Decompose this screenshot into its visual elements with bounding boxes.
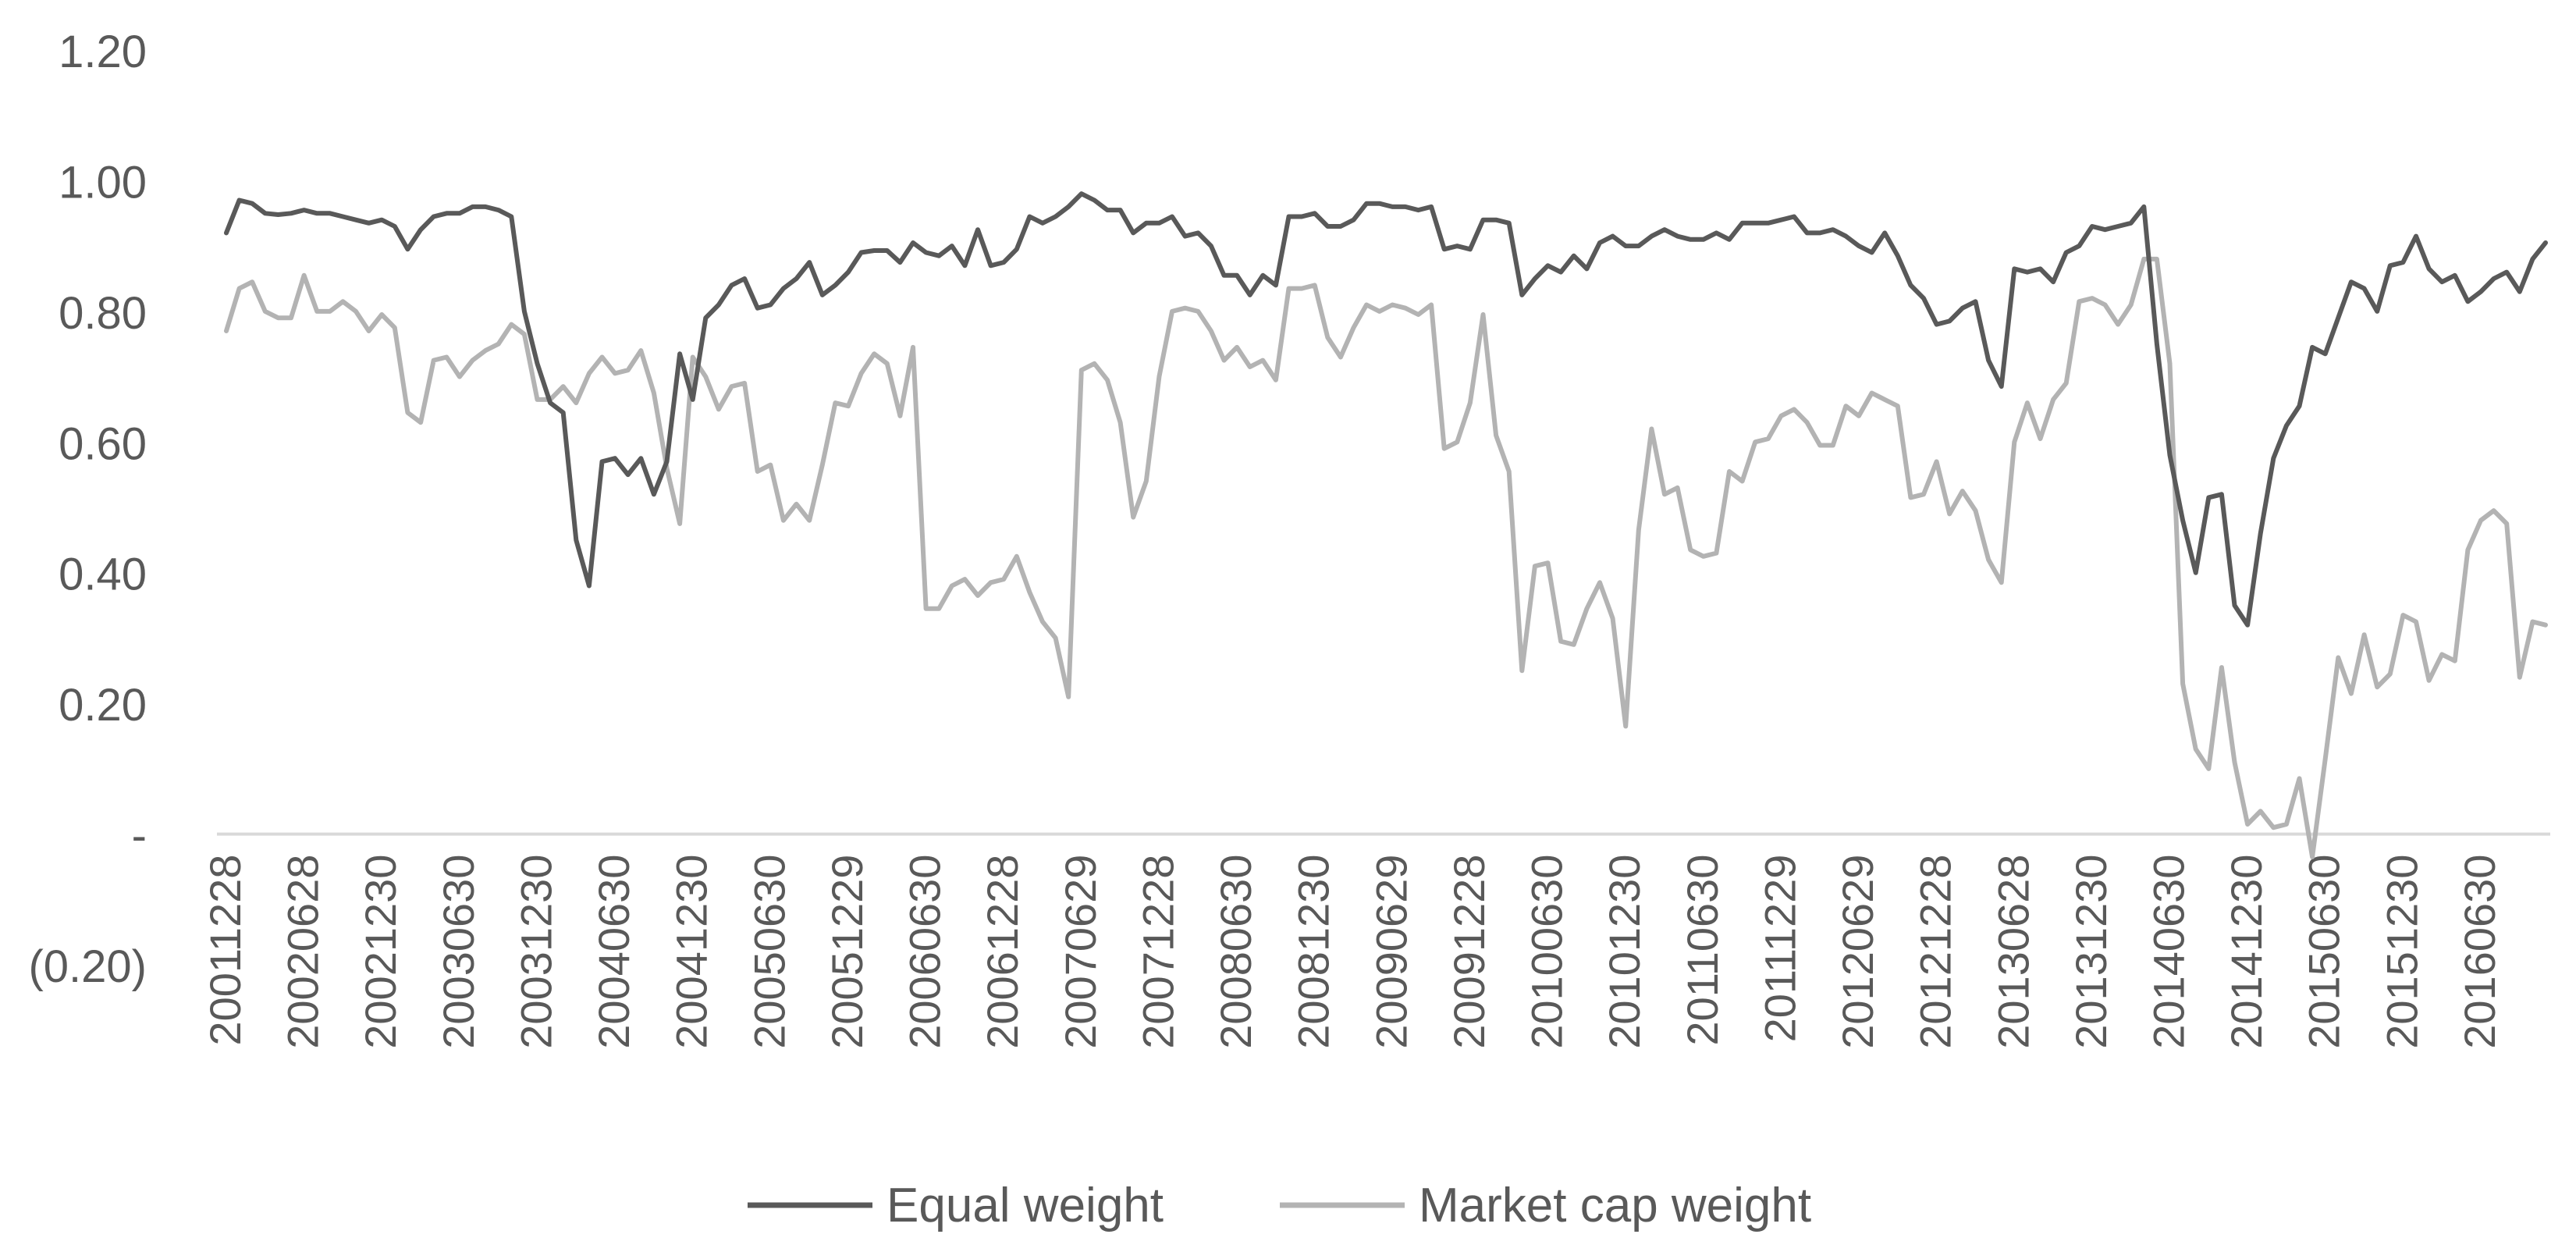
x-tick-label: 20130628 (1988, 855, 2038, 1049)
x-tick-label: 20120629 (1833, 855, 1882, 1049)
y-tick-label: 1.00 (59, 157, 147, 208)
x-tick-label: 20070629 (1056, 855, 1105, 1049)
x-tick-label: 20151230 (2377, 855, 2426, 1049)
x-tick-label: 20101230 (1600, 855, 1649, 1049)
legend-label: Market cap weight (1419, 1179, 1811, 1232)
x-axis-tick-labels: 20011228 20020628 20021230 20030630 20031230… (201, 855, 2504, 1049)
y-tick-label: 0.60 (59, 418, 147, 469)
series-lines (224, 191, 2548, 859)
x-tick-label: 20100630 (1523, 855, 1572, 1049)
x-tick-label: 20031230 (511, 855, 560, 1049)
legend-label: Equal weight (886, 1179, 1164, 1232)
x-tick-label: 20040630 (589, 855, 638, 1049)
y-tick-label: 0.80 (59, 288, 147, 339)
x-tick-label: 20020628 (279, 855, 328, 1049)
x-tick-label: 20041230 (667, 855, 716, 1049)
y-tick-label: 0.40 (59, 550, 147, 600)
x-tick-label: 20150630 (2300, 855, 2349, 1049)
x-tick-label: 20060630 (901, 855, 950, 1049)
series-line-market-cap-weight (224, 256, 2548, 859)
y-tick-label: 0.20 (59, 680, 147, 731)
x-tick-label: 20091228 (1444, 855, 1494, 1049)
x-tick-label: 20121228 (1911, 855, 1960, 1049)
series-line-equal-weight (224, 191, 2548, 628)
x-tick-label: 20030630 (434, 855, 483, 1049)
x-tick-label: 20021230 (356, 855, 405, 1049)
y-tick-label: - (132, 811, 147, 862)
x-tick-label: 20131230 (2066, 855, 2116, 1049)
x-tick-label: 20080630 (1211, 855, 1260, 1049)
y-tick-label: (0.20) (28, 941, 147, 992)
x-tick-label: 20160630 (2455, 855, 2504, 1049)
legend: Equal weight Market cap weight (748, 1179, 1811, 1232)
y-axis-tick-labels: 1.20 1.00 0.80 0.60 0.40 0.20 - (0.20) (28, 27, 147, 992)
x-tick-label: 20111229 (1755, 855, 1804, 1043)
x-tick-label: 20061228 (978, 855, 1027, 1049)
x-tick-label: 20050630 (744, 855, 794, 1049)
y-tick-label: 1.20 (59, 27, 147, 77)
x-tick-label: 20011228 (201, 855, 250, 1046)
x-tick-label: 20090629 (1366, 855, 1416, 1049)
x-tick-label: 20081230 (1289, 855, 1338, 1049)
x-tick-label: 20140630 (2144, 855, 2194, 1049)
x-tick-label: 20051229 (823, 855, 872, 1049)
x-tick-label: 20071228 (1133, 855, 1182, 1049)
x-tick-label: 20141230 (2222, 855, 2271, 1049)
x-tick-label: 20110630 (1678, 855, 1727, 1046)
